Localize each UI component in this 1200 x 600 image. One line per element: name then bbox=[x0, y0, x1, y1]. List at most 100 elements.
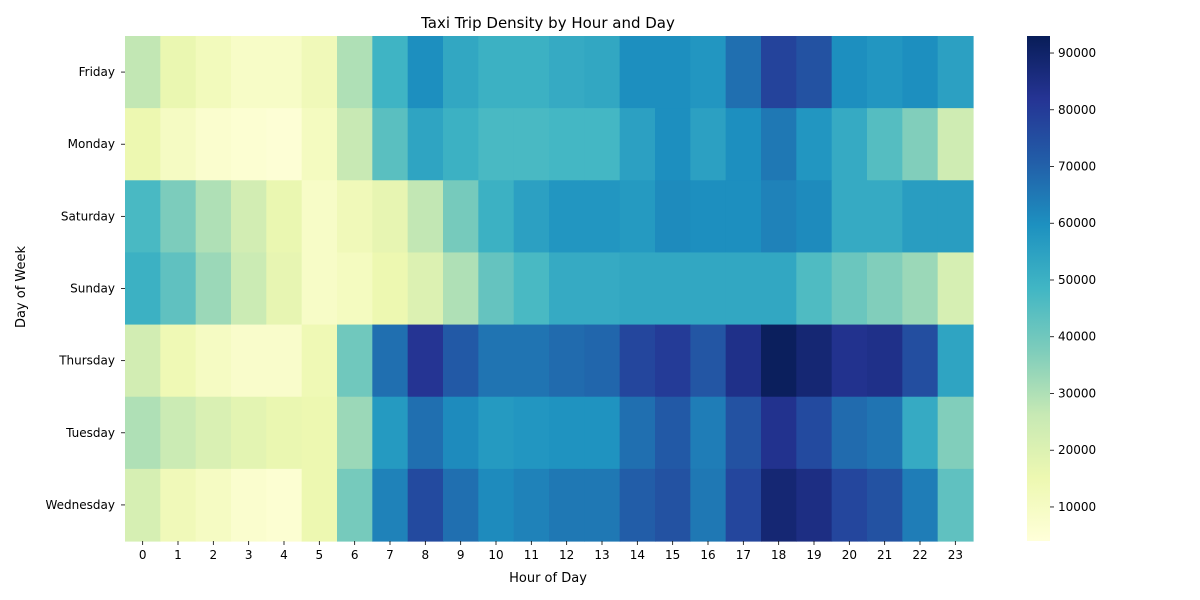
colorbar-tick-label: 80000 bbox=[1058, 103, 1096, 117]
heatmap-cell bbox=[937, 324, 974, 398]
heatmap-cell bbox=[761, 108, 797, 181]
heatmap-cell bbox=[513, 468, 550, 542]
heatmap-cell bbox=[867, 252, 903, 326]
heatmap-cell bbox=[725, 252, 762, 326]
y-axis: Friday Monday Saturday Sunday Thursday Tuesda… bbox=[46, 65, 125, 512]
colorbar-tick-label: 90000 bbox=[1058, 46, 1096, 60]
x-tick-label: 10 bbox=[488, 548, 503, 562]
heatmap-cell bbox=[478, 252, 515, 326]
heatmap-cell bbox=[125, 252, 161, 326]
heatmap-cell bbox=[761, 396, 797, 470]
x-tick-label: 0 bbox=[139, 548, 147, 562]
heatmap-cell bbox=[160, 108, 197, 181]
heatmap-cell bbox=[513, 324, 550, 398]
colorbar-tick-label: 70000 bbox=[1058, 160, 1096, 174]
heatmap-cell bbox=[655, 252, 691, 326]
x-tick-label: 5 bbox=[316, 548, 324, 562]
heatmap-cell bbox=[337, 324, 373, 398]
heatmap-cell bbox=[584, 396, 621, 470]
heatmap-cell bbox=[584, 108, 621, 181]
heatmap-cell bbox=[549, 252, 585, 326]
heatmap-cell bbox=[549, 36, 585, 109]
x-tick-label: 18 bbox=[771, 548, 786, 562]
heatmap-cell bbox=[867, 396, 903, 470]
heatmap-cell bbox=[867, 468, 903, 542]
heatmap-cell bbox=[725, 180, 762, 254]
x-tick-label: 20 bbox=[842, 548, 857, 562]
heatmap-cell bbox=[549, 180, 585, 254]
heatmap-cell bbox=[301, 252, 338, 326]
x-tick-label: 19 bbox=[806, 548, 821, 562]
x-axis-label: Hour of Day bbox=[509, 571, 587, 586]
heatmap-cell bbox=[867, 324, 903, 398]
heatmap-cell bbox=[937, 36, 974, 109]
heatmap-cell bbox=[584, 180, 621, 254]
heatmap-cell bbox=[761, 324, 797, 398]
heatmap-cell bbox=[902, 180, 939, 254]
heatmap-cell bbox=[690, 324, 727, 398]
heatmap-cell bbox=[160, 468, 197, 542]
heatmap-cell bbox=[513, 108, 550, 181]
y-axis-label: Day of Week bbox=[14, 245, 29, 328]
heatmap-cell bbox=[937, 396, 974, 470]
heatmap-cell bbox=[796, 108, 833, 181]
heatmap-cell bbox=[125, 396, 161, 470]
y-tick-label: Saturday bbox=[61, 209, 115, 223]
heatmap-cell bbox=[160, 180, 197, 254]
x-tick-label: 16 bbox=[700, 548, 715, 562]
heatmap-cell bbox=[337, 108, 373, 181]
x-tick-label: 17 bbox=[736, 548, 751, 562]
x-tick-label: 12 bbox=[559, 548, 574, 562]
y-tick-label: Friday bbox=[79, 65, 115, 79]
heatmap-cell bbox=[125, 324, 161, 398]
heatmap-cell bbox=[584, 252, 621, 326]
heatmap-cell bbox=[725, 396, 762, 470]
heatmap-cell bbox=[655, 36, 691, 109]
chart-title: Taxi Trip Density by Hour and Day bbox=[420, 14, 675, 32]
x-tick-label: 23 bbox=[948, 548, 963, 562]
heatmap-cell bbox=[796, 252, 833, 326]
heatmap-cell bbox=[655, 396, 691, 470]
heatmap-cell bbox=[690, 252, 727, 326]
heatmap-cell bbox=[301, 108, 338, 181]
heatmap-cell bbox=[831, 36, 868, 109]
y-tick-label: Wednesday bbox=[46, 498, 115, 512]
x-tick-label: 4 bbox=[280, 548, 288, 562]
heatmap-cell bbox=[125, 108, 161, 181]
heatmap-cell bbox=[937, 180, 974, 254]
heatmap-cell bbox=[619, 396, 656, 470]
y-tick-label: Sunday bbox=[70, 282, 115, 296]
heatmap-cell bbox=[195, 324, 232, 398]
heatmap-cell bbox=[443, 468, 479, 542]
heatmap-cell bbox=[867, 36, 903, 109]
y-tick-label: Thursday bbox=[58, 354, 115, 368]
heatmap-cell bbox=[937, 468, 974, 542]
heatmap-cell bbox=[443, 324, 479, 398]
heatmap-cell bbox=[513, 180, 550, 254]
heatmap-cell bbox=[231, 324, 267, 398]
heatmap-cell bbox=[266, 180, 303, 254]
heatmap-cell bbox=[266, 468, 303, 542]
x-tick-label: 1 bbox=[174, 548, 182, 562]
colorbar-tick-label: 40000 bbox=[1058, 330, 1096, 344]
heatmap-cell bbox=[301, 36, 338, 109]
heatmap-cell bbox=[266, 36, 303, 109]
colorbar-tick-label: 20000 bbox=[1058, 443, 1096, 457]
heatmap-cell bbox=[513, 36, 550, 109]
heatmap-cell bbox=[443, 180, 479, 254]
heatmap-cell bbox=[231, 396, 267, 470]
x-tick-label: 3 bbox=[245, 548, 253, 562]
heatmap-cell bbox=[195, 468, 232, 542]
heatmap-cell bbox=[301, 468, 338, 542]
heatmap-cell bbox=[337, 180, 373, 254]
heatmap-cell bbox=[407, 396, 444, 470]
heatmap-cell bbox=[619, 108, 656, 181]
heatmap-cell bbox=[831, 252, 868, 326]
heatmap-cell bbox=[301, 396, 338, 470]
heatmap-cell bbox=[725, 36, 762, 109]
heatmap-cell bbox=[337, 36, 373, 109]
heatmap-cell bbox=[761, 180, 797, 254]
heatmap-cell bbox=[761, 36, 797, 109]
heatmap-cell bbox=[549, 396, 585, 470]
